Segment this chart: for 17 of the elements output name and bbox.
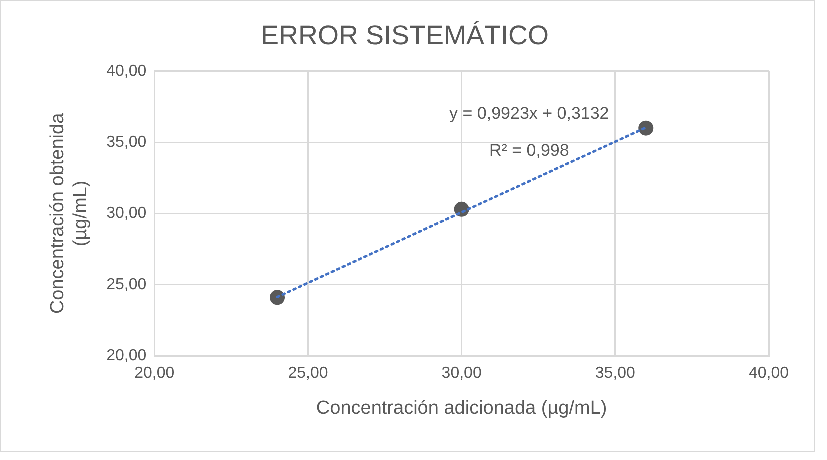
x-tick-label: 20,00	[134, 365, 175, 382]
x-tick-label: 35,00	[595, 365, 636, 382]
x-axis-title: Concentración adicionada (µg/mL)	[316, 398, 608, 419]
x-tick-label: 30,00	[442, 365, 482, 382]
annotation: y = 0,9923x + 0,3132	[450, 104, 610, 123]
chart-title: ERROR SISTEMÁTICO	[260, 20, 550, 51]
y-tick-label: 35,00	[106, 134, 147, 151]
point	[638, 120, 654, 136]
y-axis-title: Concentración obtenida (µg/mL)	[48, 112, 92, 314]
annotation: R² = 0,998	[489, 140, 570, 160]
y-tick-label: 20,00	[106, 347, 147, 364]
x-tick-label: 25,00	[288, 365, 328, 382]
x-tick-label: 40,00	[748, 365, 790, 382]
y-tick-label: 30,00	[106, 205, 147, 222]
y-tick-label: 25,00	[106, 276, 147, 294]
y-tick-label: 40,00	[106, 62, 147, 80]
point	[270, 290, 286, 306]
